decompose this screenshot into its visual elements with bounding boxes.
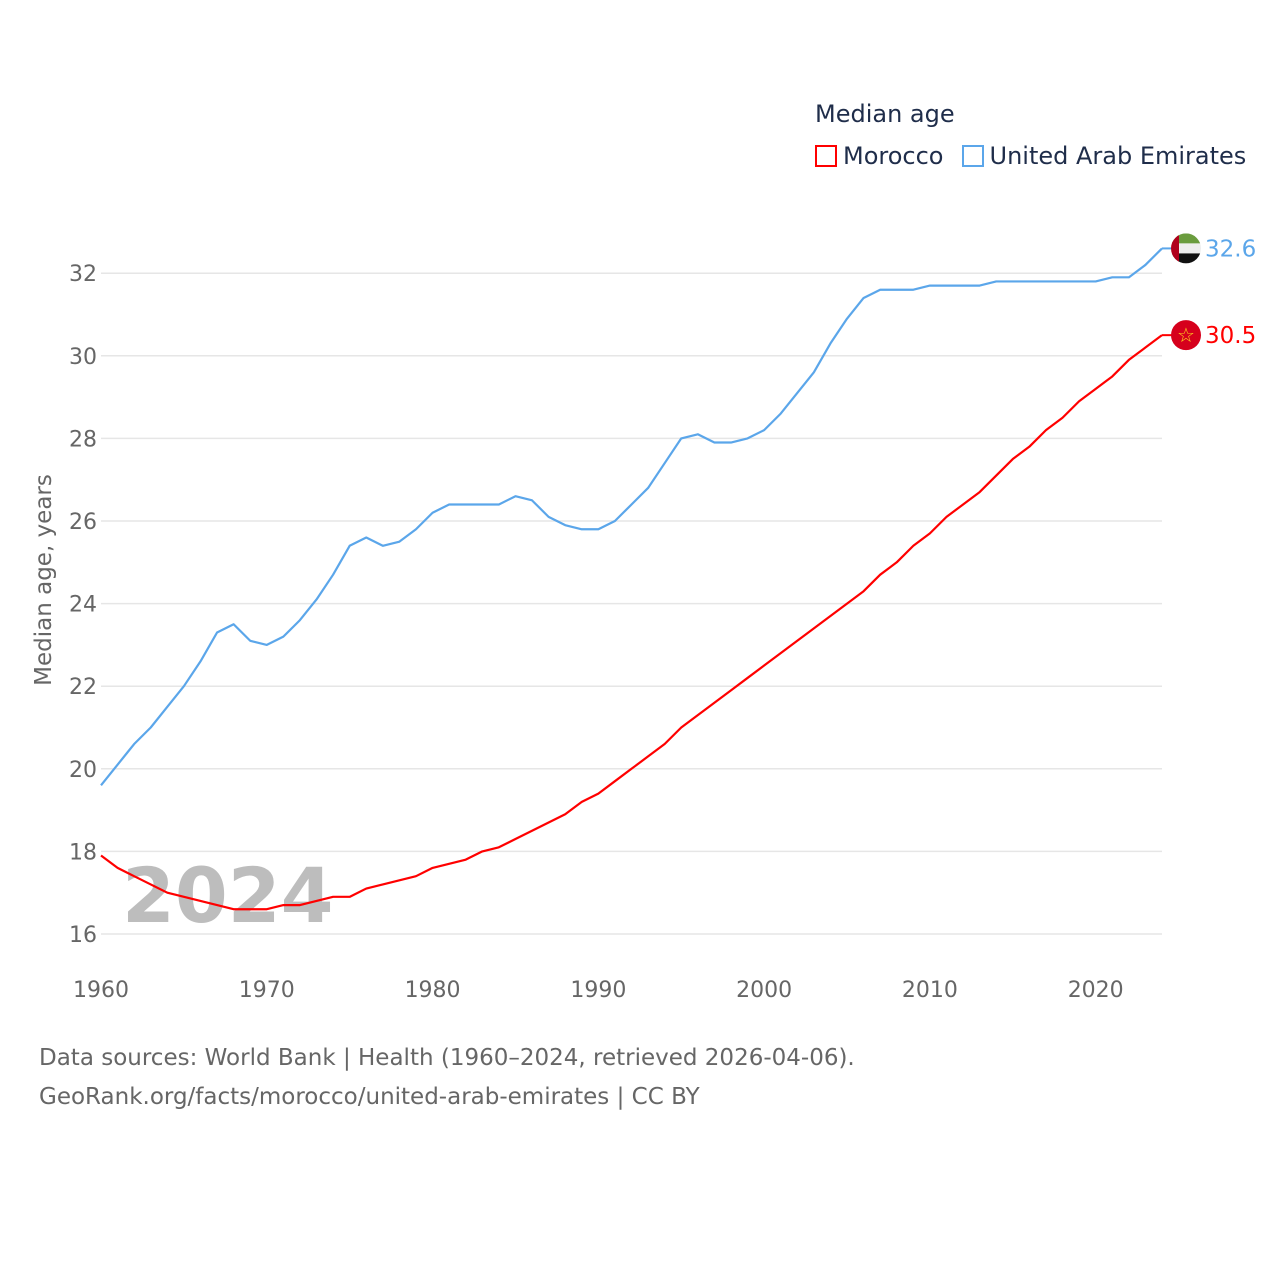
legend-item-morocco[interactable]: Morocco	[815, 142, 944, 170]
morocco-flag-icon	[1171, 320, 1201, 351]
x-tick-label: 2000	[736, 978, 792, 1003]
y-tick-label: 16	[69, 923, 97, 948]
y-tick-label: 24	[69, 593, 97, 618]
x-tick-label: 1990	[570, 978, 626, 1003]
uae-flag-icon	[1171, 233, 1201, 264]
end-value-label: 32.6	[1205, 236, 1256, 262]
legend-label: United Arab Emirates	[989, 142, 1247, 170]
legend-label: Morocco	[843, 142, 944, 170]
y-tick-label: 20	[69, 758, 97, 783]
x-tick-label: 1960	[73, 978, 129, 1003]
end-value-label: 30.5	[1205, 323, 1256, 349]
flag-white	[1171, 243, 1201, 254]
legend-title: Median age	[815, 100, 955, 128]
x-tick-label: 1980	[405, 978, 461, 1003]
star-icon: ☆	[1177, 323, 1195, 347]
y-tick-label: 26	[69, 510, 97, 535]
flag-black	[1171, 253, 1201, 264]
flag-green	[1171, 233, 1201, 244]
flag-body	[1171, 233, 1201, 264]
footer-link[interactable]: GeoRank.org/facts/morocco/united-arab-em…	[39, 1084, 700, 1110]
y-tick-label: 30	[69, 345, 97, 370]
legend-item-uae[interactable]: United Arab Emirates	[961, 142, 1247, 170]
y-axis-label: Median age, years	[31, 474, 57, 686]
footer-sources: Data sources: World Bank | Health (1960–…	[39, 1045, 855, 1071]
x-tick-label: 2020	[1068, 978, 1124, 1003]
series-line-morocco	[100, 334, 1163, 911]
legend: Morocco United Arab Emirates	[815, 142, 1246, 170]
year-watermark: 2024	[122, 851, 334, 940]
y-tick-label: 22	[69, 675, 97, 700]
y-tick-label: 18	[69, 840, 97, 865]
y-tick-label: 28	[69, 427, 97, 452]
x-tick-label: 2010	[902, 978, 958, 1003]
series-line-uae	[100, 247, 1163, 787]
legend-swatch-morocco	[815, 145, 837, 167]
x-tick-label: 1970	[239, 978, 295, 1003]
legend-swatch-uae	[961, 145, 984, 167]
flag-red	[1171, 233, 1179, 264]
y-tick-label: 32	[69, 262, 97, 287]
